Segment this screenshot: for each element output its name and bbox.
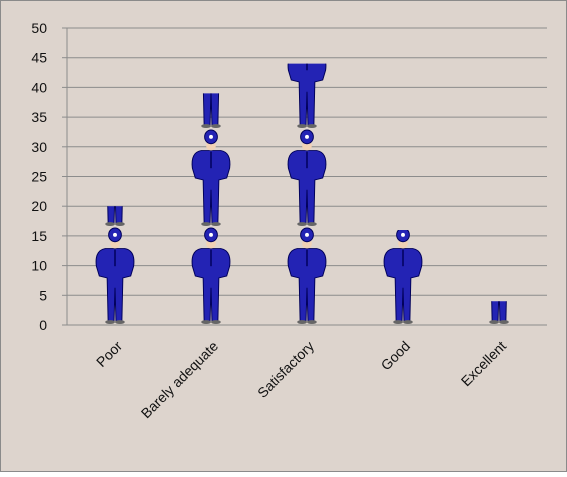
icon-foot — [105, 222, 115, 227]
police-icon — [191, 129, 231, 227]
y-tick-label: 25 — [31, 169, 47, 185]
y-tick-label: 5 — [39, 287, 47, 303]
y-tick-label: 0 — [39, 317, 47, 333]
y-tick-label: 30 — [31, 139, 47, 155]
y-tick-label: 15 — [31, 228, 47, 244]
police-icon — [95, 227, 135, 325]
icon-foot — [115, 222, 125, 227]
bar — [191, 93, 231, 325]
police-icon — [287, 129, 327, 227]
icon-badge — [113, 232, 117, 237]
icon-badge — [209, 134, 213, 139]
icon-body — [287, 63, 327, 126]
icon-foot — [307, 320, 317, 325]
icon-body — [287, 150, 327, 224]
icon-foot — [201, 222, 211, 227]
icon-foot — [297, 222, 307, 227]
y-tick-label: 10 — [31, 258, 47, 274]
police-icon — [287, 227, 327, 325]
icon-foot — [403, 320, 413, 325]
icon-foot — [211, 124, 221, 129]
y-tick-label: 40 — [31, 79, 47, 95]
police-icon — [191, 227, 231, 325]
icon-badge — [305, 232, 309, 237]
y-tick-label: 45 — [31, 50, 47, 66]
bar — [95, 206, 135, 325]
police-icon — [201, 93, 221, 129]
icon-body — [202, 93, 220, 126]
police-icon — [383, 229, 423, 325]
icon-body — [191, 150, 231, 224]
y-tick-label: 20 — [31, 198, 47, 214]
icon-body — [491, 301, 507, 322]
bar — [287, 63, 327, 325]
icon-foot — [297, 124, 307, 129]
police-icon — [105, 206, 125, 227]
icon-body — [191, 248, 231, 322]
y-tick-label: 50 — [31, 20, 47, 36]
icon-body — [95, 248, 135, 322]
icon-foot — [307, 124, 317, 129]
icon-foot — [393, 320, 403, 325]
icon-body — [383, 248, 423, 322]
icon-foot — [201, 124, 211, 129]
icon-badge — [209, 232, 213, 237]
icon-foot — [115, 320, 125, 325]
police-icon — [287, 63, 327, 129]
icon-badge — [401, 232, 405, 237]
icon-foot — [489, 320, 499, 325]
icon-foot — [201, 320, 211, 325]
icon-foot — [297, 320, 307, 325]
icon-foot — [211, 222, 221, 227]
police-icon — [489, 301, 509, 325]
icon-foot — [499, 320, 509, 325]
icon-foot — [105, 320, 115, 325]
icon-foot — [307, 222, 317, 227]
y-tick-label: 35 — [31, 109, 47, 125]
icon-badge — [305, 134, 309, 139]
bar — [489, 301, 509, 325]
bar — [383, 229, 423, 325]
icon-body — [107, 206, 123, 224]
icon-body — [287, 248, 327, 322]
icon-foot — [211, 320, 221, 325]
